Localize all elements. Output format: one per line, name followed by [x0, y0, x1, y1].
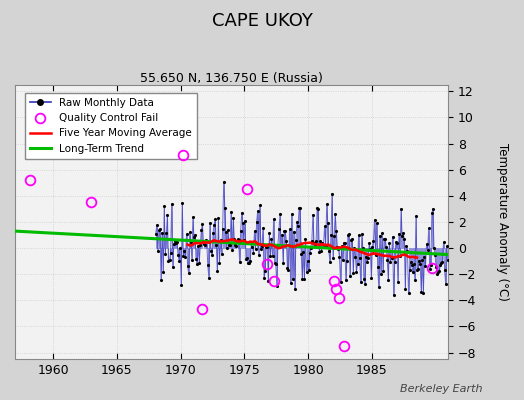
Text: CAPE UKOY: CAPE UKOY: [212, 12, 312, 30]
Title: 55.650 N, 136.750 E (Russia): 55.650 N, 136.750 E (Russia): [140, 72, 323, 85]
Text: Berkeley Earth: Berkeley Earth: [400, 384, 482, 394]
Y-axis label: Temperature Anomaly (°C): Temperature Anomaly (°C): [496, 143, 509, 301]
Legend: Raw Monthly Data, Quality Control Fail, Five Year Moving Average, Long-Term Tren: Raw Monthly Data, Quality Control Fail, …: [25, 93, 197, 159]
